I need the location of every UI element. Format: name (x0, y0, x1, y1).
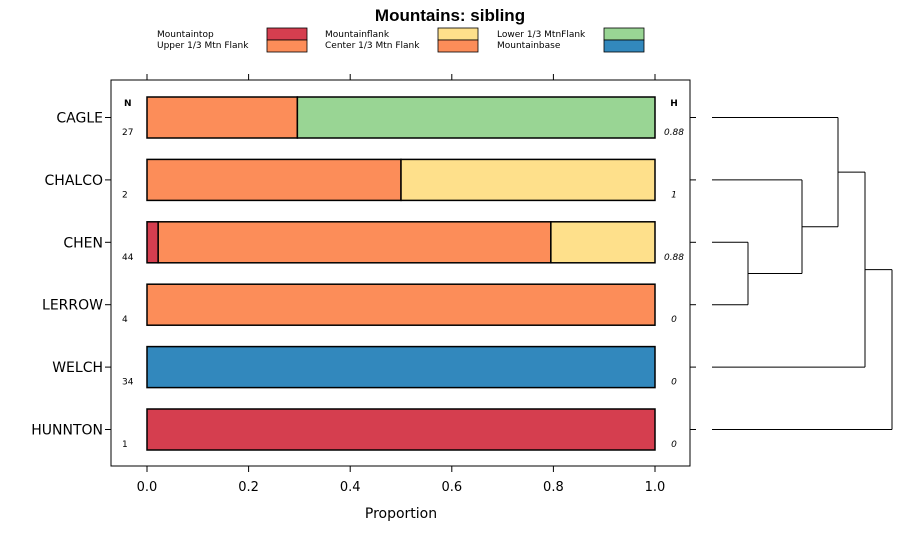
row-label: CHEN (63, 235, 103, 251)
bar-segment (157, 221, 552, 264)
legend-label: Mountaintop (157, 30, 214, 40)
h-value: 0 (671, 440, 677, 450)
bar-segment (550, 221, 656, 264)
row-label: CAGLE (56, 111, 103, 127)
legend-swatch (266, 39, 308, 53)
bar-rows: CAGLE 27 0.88 CHALCO 2 1 CHEN 44 0.88 LERROW 4 0 WEL… (31, 96, 696, 451)
bar-segment (146, 96, 299, 139)
h-header: H (670, 99, 678, 109)
bar-segment (146, 158, 402, 202)
bar-segment (146, 283, 656, 326)
legend-label: Center 1/3 Mtn Flank (325, 41, 420, 51)
row-label: LERROW (42, 298, 103, 314)
legend-swatch (266, 27, 308, 41)
legend-swatch (437, 39, 479, 53)
bar-segment (296, 96, 656, 139)
bar-segment (146, 345, 656, 389)
chart-title: Mountains: sibling (375, 6, 525, 25)
x-tick-label: 0.2 (238, 480, 259, 495)
dendrogram (712, 117, 893, 430)
row-label: WELCH (52, 360, 103, 376)
h-value: 0 (671, 315, 677, 325)
bar-segment (146, 221, 159, 264)
row-label: CHALCO (45, 173, 103, 189)
legend-label: Mountainflank (325, 30, 390, 40)
legend-swatch (603, 27, 645, 41)
h-value: 0.88 (664, 128, 684, 138)
x-tick-label: 1.0 (645, 480, 666, 495)
n-value: 44 (122, 253, 134, 263)
h-value: 0.88 (664, 253, 684, 263)
n-header: N (124, 99, 132, 109)
n-value: 34 (122, 378, 134, 388)
h-value: 1 (671, 190, 677, 200)
legend-label: Mountainbase (497, 41, 561, 51)
n-value: 1 (122, 440, 128, 450)
bar-segment (146, 408, 656, 451)
x-axis-title: Proportion (365, 506, 437, 522)
n-value: 2 (122, 190, 128, 200)
x-tick-label: 0.4 (340, 480, 361, 495)
x-axis: 0.0 0.2 0.4 0.6 0.8 1.0 (137, 74, 666, 495)
row-label: HUNNTON (31, 423, 103, 439)
x-tick-label: 0.8 (543, 480, 564, 495)
legend-label: Upper 1/3 Mtn Flank (157, 41, 249, 51)
h-value: 0 (671, 378, 677, 388)
legend-label: Lower 1/3 MtnFlank (497, 30, 586, 40)
legend-swatch (437, 27, 479, 41)
legend-swatch (603, 39, 645, 53)
plot-panel (110, 79, 691, 467)
x-tick-label: 0.0 (137, 480, 158, 495)
n-value: 4 (122, 315, 128, 325)
x-tick-label: 0.6 (441, 480, 462, 495)
bar-segment (400, 158, 656, 202)
n-value: 27 (122, 128, 133, 138)
